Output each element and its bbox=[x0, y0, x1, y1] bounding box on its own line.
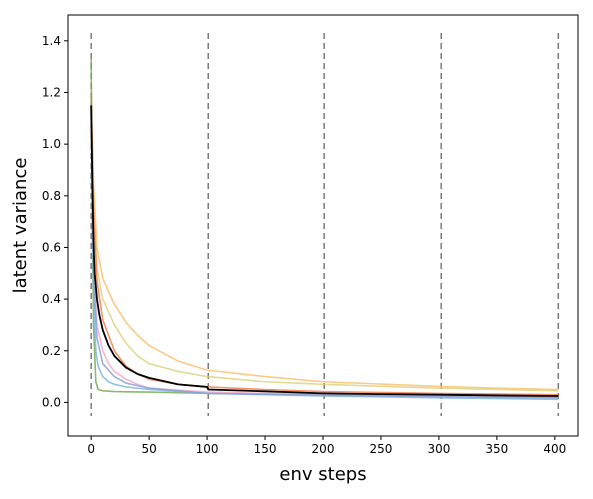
y-tick-label-3: 0.6 bbox=[42, 240, 61, 254]
x-axis-label: env steps bbox=[279, 464, 366, 485]
y-tick-label-5: 1.0 bbox=[42, 137, 61, 151]
y-tick-label-6: 1.2 bbox=[42, 85, 61, 99]
series-line-6 bbox=[90, 113, 559, 399]
x-tick-label-2: 100 bbox=[196, 442, 219, 456]
series-line-7 bbox=[90, 105, 559, 397]
x-tick-label-7: 350 bbox=[485, 442, 508, 456]
vertical-dashed-lines bbox=[90, 33, 560, 416]
y-axis-label: latent variance bbox=[10, 158, 31, 294]
x-tick-label-3: 150 bbox=[254, 442, 277, 456]
y-tick-label-1: 0.2 bbox=[42, 344, 61, 358]
y-tick-label-2: 0.4 bbox=[42, 292, 61, 306]
y-tick-label-7: 1.4 bbox=[42, 34, 61, 48]
x-tick-label-0: 0 bbox=[87, 442, 95, 456]
series-lines bbox=[90, 58, 559, 401]
x-tick-label-4: 200 bbox=[312, 442, 335, 456]
x-tick-label-1: 50 bbox=[141, 442, 156, 456]
y-tick-label-4: 0.8 bbox=[42, 189, 61, 203]
y-tick-label-0: 0.0 bbox=[42, 395, 61, 409]
series-line-0 bbox=[90, 97, 559, 391]
plot-frame bbox=[67, 14, 579, 437]
series-line-1 bbox=[90, 107, 559, 392]
x-tick-label-5: 250 bbox=[370, 442, 393, 456]
x-tick-label-8: 400 bbox=[543, 442, 566, 456]
y-axis-ticks: 0.0 0.2 0.4 0.6 0.8 1.0 1.2 1.4 bbox=[42, 34, 68, 409]
x-tick-label-6: 300 bbox=[427, 442, 450, 456]
x-axis-ticks: 0 50 100 150 200 250 300 350 400 bbox=[87, 436, 566, 456]
